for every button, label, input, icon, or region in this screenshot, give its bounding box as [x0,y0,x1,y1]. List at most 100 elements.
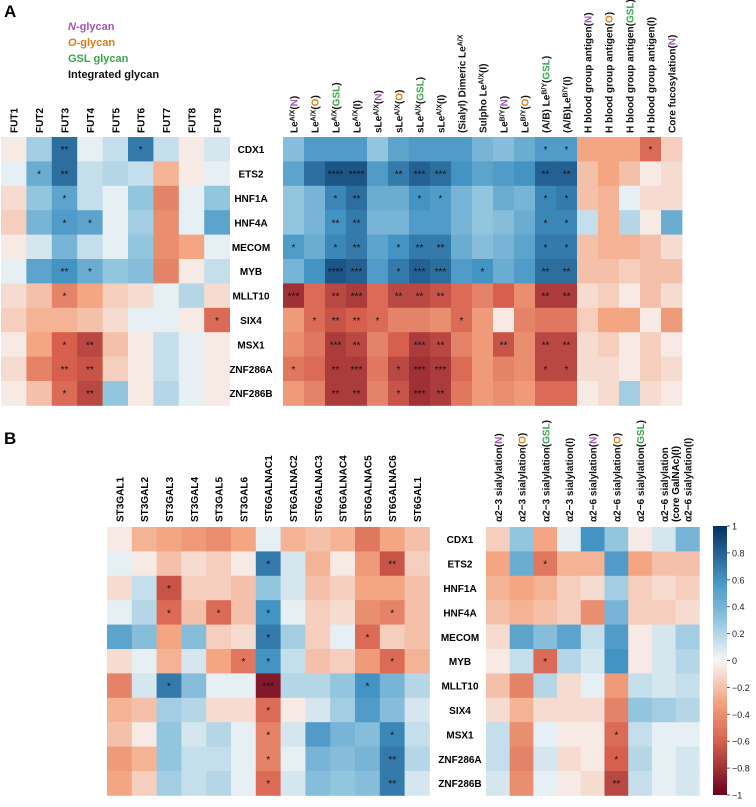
heat-cell [204,185,230,211]
significance-star: * [544,145,548,156]
heat-cell [283,332,305,357]
heat-cell [661,332,683,357]
heat-cell [388,381,410,406]
significance-star: ** [86,340,94,351]
colorbar-tick-label: −1 [732,791,742,801]
column-label: ST6GALNAC1 [264,455,275,522]
heat-cell [128,234,154,260]
heat-cell [26,381,53,406]
heat-cell [1,161,27,187]
significance-star: * [241,657,245,668]
row-label: HNF4A [234,218,267,229]
heat-cell [51,283,78,309]
heat-cell [181,551,207,577]
significance-star: * [649,145,653,156]
heat-cell [472,210,494,235]
significance-star: * [390,657,394,668]
heat-cell [304,356,326,382]
row-label: MECOM [441,633,479,644]
heat-cell [430,307,452,333]
significance-star: * [88,267,92,278]
heat-cell [675,527,700,552]
heat-cell [355,697,381,723]
significance-star: *** [351,292,363,303]
heat-cell [430,137,452,162]
heat-cell [651,649,676,674]
significance-star: ** [416,243,424,254]
heat-cell [131,600,157,625]
heat-cell [598,356,620,382]
significance-star: ** [332,389,340,400]
heat-cell [379,722,405,747]
heat-cell [26,210,53,235]
heat-cell [181,649,207,674]
heat-cell [556,356,578,382]
heat-cell [661,137,683,162]
heat-cell [178,307,205,333]
heat-cell [153,234,180,260]
heat-cell [493,161,515,187]
heat-cell [156,722,182,747]
heat-cell [472,185,494,211]
row-label: SIX4 [240,316,262,327]
heat-cell [305,624,331,650]
heat-cell [128,283,154,309]
heat-cell [280,600,306,625]
significance-star: * [292,365,296,376]
column-label: α2−6 sialylation(O) [612,433,623,522]
heat-cell [128,137,154,162]
heat-cell [598,234,620,260]
heat-cell [556,283,578,309]
heat-cell [577,283,599,309]
heat-cell [51,210,78,235]
heat-cell [628,722,653,747]
heat-cell [388,185,410,211]
column-label: (Sialyl) Dimeric LeA/X [457,34,469,133]
heat-cell [675,624,700,650]
heat-cell [533,624,558,650]
heat-cell [26,332,53,357]
heat-cell [77,185,103,211]
heat-cell [640,356,662,382]
significance-star: * [397,267,401,278]
heat-cell [367,137,389,162]
heat-cell [577,161,599,187]
heat-cell [640,185,662,211]
colorbar-tick-label: 0.6 [732,575,745,585]
column-label: LeA/X(GSL) [331,82,343,133]
heat-cell [556,332,578,357]
significance-star: * [63,292,67,303]
heat-cell [509,624,534,650]
significance-star: *** [414,267,426,278]
heat-cell [178,259,205,284]
heat-cell [604,771,629,796]
heat-cell [204,234,230,260]
heat-cell [451,307,473,333]
heat-cell [379,624,405,650]
heat-cell [156,673,182,699]
heat-cell [514,137,536,162]
heat-cell [533,575,558,601]
significance-star: * [397,365,401,376]
heat-cell [206,771,232,796]
row-label: MYB [449,657,471,668]
heat-cell [451,137,473,162]
colorbar-tick-label: −0.8 [732,764,750,774]
heat-cell [379,746,405,772]
heat-cell [131,746,157,772]
heat-cell [131,649,157,674]
heat-cell [280,527,306,552]
heat-cell [283,185,305,211]
heat-cell [367,210,389,235]
heat-cell [533,527,558,552]
significance-star: * [614,755,618,766]
heat-cell [628,551,653,577]
row-label: HNF1A [234,194,267,205]
heat-cell [557,551,582,577]
heat-cell [556,210,578,235]
heat-cell [204,307,230,333]
heat-cell [535,283,557,309]
heat-cell [305,722,331,747]
heat-cell [206,527,232,552]
heat-cell [131,697,157,723]
